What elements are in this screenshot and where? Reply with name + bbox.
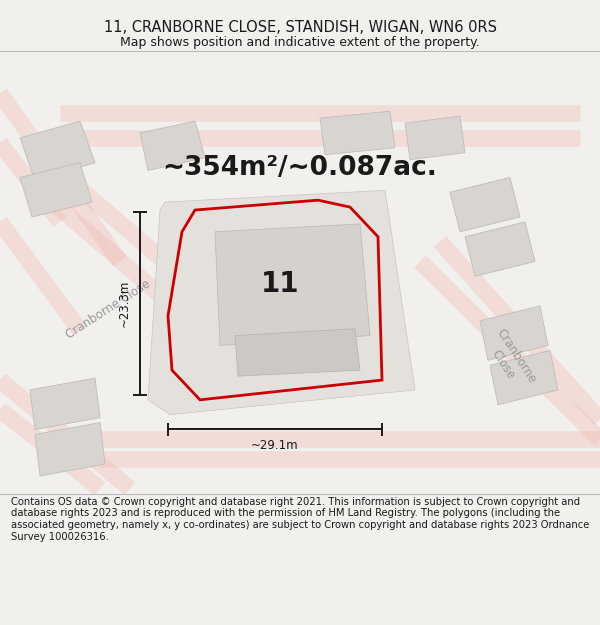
- Polygon shape: [35, 422, 105, 476]
- Polygon shape: [465, 222, 535, 276]
- Text: Cranborne Close: Cranborne Close: [64, 277, 152, 341]
- Polygon shape: [450, 177, 520, 232]
- Polygon shape: [140, 121, 205, 171]
- Polygon shape: [30, 378, 100, 429]
- Text: Cranborne
Close: Cranborne Close: [481, 326, 539, 394]
- Polygon shape: [490, 351, 558, 405]
- Polygon shape: [320, 111, 395, 155]
- Polygon shape: [20, 162, 92, 217]
- Polygon shape: [148, 190, 415, 414]
- Text: ~23.3m: ~23.3m: [118, 280, 131, 327]
- Polygon shape: [480, 306, 548, 360]
- Text: 11: 11: [262, 269, 300, 298]
- Text: Map shows position and indicative extent of the property.: Map shows position and indicative extent…: [120, 36, 480, 49]
- Polygon shape: [405, 116, 465, 159]
- Text: Contains OS data © Crown copyright and database right 2021. This information is : Contains OS data © Crown copyright and d…: [11, 497, 589, 542]
- Polygon shape: [20, 121, 95, 181]
- Text: ~354m²/~0.087ac.: ~354m²/~0.087ac.: [163, 154, 437, 181]
- Text: 11, CRANBORNE CLOSE, STANDISH, WIGAN, WN6 0RS: 11, CRANBORNE CLOSE, STANDISH, WIGAN, WN…: [104, 20, 497, 35]
- Polygon shape: [215, 224, 370, 346]
- Text: ~29.1m: ~29.1m: [251, 439, 299, 452]
- Polygon shape: [235, 329, 360, 376]
